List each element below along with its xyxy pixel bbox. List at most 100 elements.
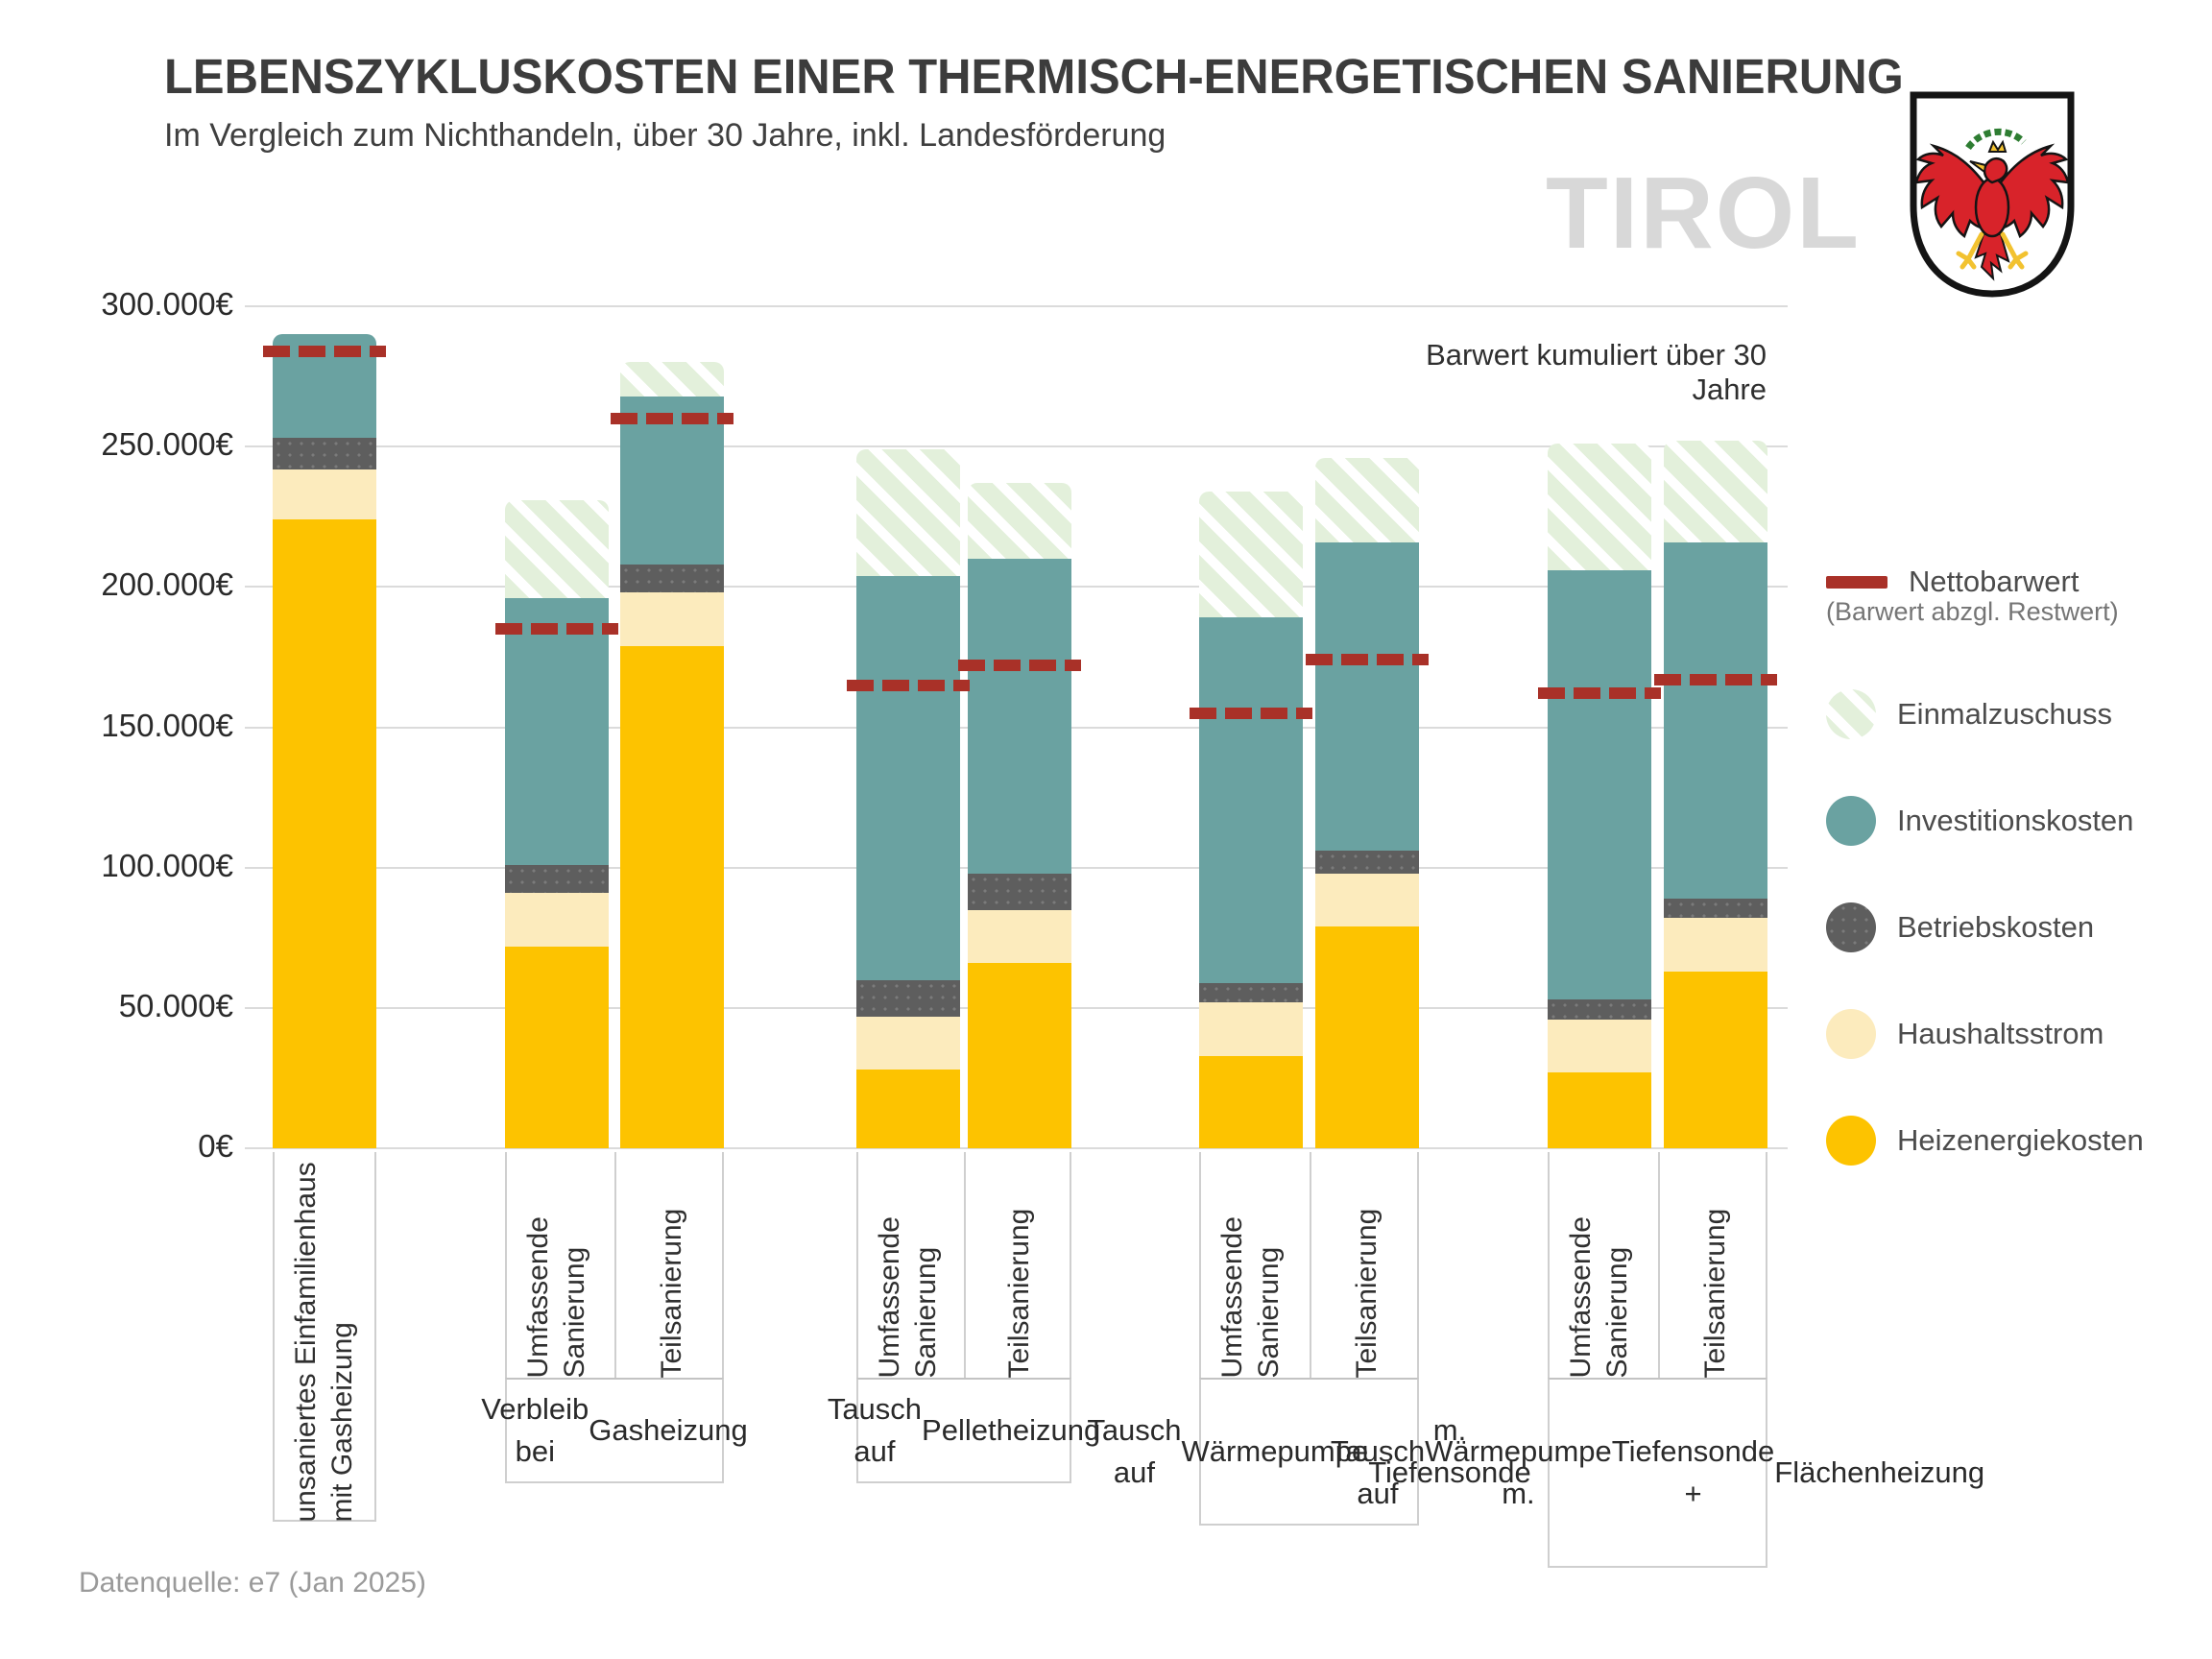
bar-segment-betriebskosten bbox=[505, 864, 609, 893]
legend-label: Nettobarwert bbox=[1909, 565, 2080, 598]
bar-segment-heizenergiekosten bbox=[856, 1070, 960, 1148]
bar-segment-betriebskosten bbox=[1548, 999, 1651, 1020]
bar-segment-heizenergiekosten bbox=[1199, 1055, 1303, 1148]
page-title: LEBENSZYKLUSKOSTEN EINER THERMISCH-ENERG… bbox=[164, 49, 1904, 104]
y-axis-tick-label: 150.000€ bbox=[101, 707, 233, 743]
bar-segment-einmalzuschuss bbox=[968, 483, 1071, 560]
bar-segment-betriebskosten bbox=[1664, 898, 1767, 919]
legend-item-haushaltsstrom: Haushaltsstrom bbox=[1826, 1009, 2104, 1059]
bar-segment-einmalzuschuss bbox=[1315, 457, 1419, 542]
eagle-left-wing bbox=[1914, 143, 1991, 239]
bar-segment-heizenergiekosten bbox=[273, 519, 376, 1148]
x-axis-label-cell bbox=[1199, 1152, 1419, 1378]
gridline bbox=[245, 1147, 1788, 1149]
eagle-crown bbox=[1987, 139, 2008, 153]
x-axis-label-cell bbox=[856, 1152, 1071, 1378]
bar-segment-heizenergiekosten bbox=[505, 946, 609, 1148]
y-axis-tick-label: 300.000€ bbox=[101, 286, 233, 322]
page-subtitle: Im Vergleich zum Nichthandeln, über 30 J… bbox=[164, 117, 1166, 154]
x-axis-cell-divider bbox=[614, 1152, 616, 1378]
nettobarwert-line bbox=[1654, 673, 1777, 685]
y-axis-tick-label: 250.000€ bbox=[101, 426, 233, 463]
x-axis-bar-label-text: Teilsanierung bbox=[656, 1208, 687, 1378]
nettobarwert-dash-swatch bbox=[1826, 575, 1887, 589]
x-axis-bar-label-text: Teilsanierung bbox=[1351, 1208, 1382, 1378]
legend-label: Haushaltsstrom bbox=[1897, 1017, 2104, 1050]
bar-segment-haushaltsstrom bbox=[505, 892, 609, 947]
eagle-left-leg bbox=[1956, 231, 1984, 270]
bar-segment-heizenergiekosten bbox=[1548, 1072, 1651, 1148]
x-axis-bar-label: Umfassende Sanierung bbox=[1548, 1152, 1651, 1378]
legend-swatch-haushaltsstrom bbox=[1826, 1009, 1876, 1059]
bar-segment-heizenergiekosten bbox=[968, 963, 1071, 1148]
bar-segment-haushaltsstrom bbox=[856, 1016, 960, 1070]
nettobarwert-line bbox=[847, 679, 970, 691]
y-axis-tick-label: 50.000€ bbox=[118, 987, 233, 1023]
x-axis-bar-label-text: Teilsanierung bbox=[1003, 1208, 1035, 1378]
bar-segment-heizenergiekosten bbox=[620, 645, 724, 1148]
x-axis-bar-label: Teilsanierung bbox=[968, 1152, 1071, 1378]
bar-segment-investitionskosten bbox=[856, 575, 960, 980]
x-axis-group-label: Verbleib bei Gasheizung bbox=[481, 1378, 748, 1483]
x-axis-bar-label-text: Umfassende Sanierung bbox=[1216, 1215, 1285, 1378]
bar-segment-betriebskosten bbox=[968, 873, 1071, 910]
eagle-tail bbox=[1974, 233, 2010, 281]
nettobarwert-line bbox=[1538, 687, 1661, 700]
nettobarwert-line bbox=[495, 623, 618, 636]
legend-label: Betriebskosten bbox=[1897, 910, 2095, 944]
legend-label: Einmalzuschuss bbox=[1897, 697, 2112, 731]
x-axis-group-label: Tausch auf Wärmepumpe m. Tiefensonde + Fläc… bbox=[1331, 1378, 1984, 1568]
nettobarwert-line bbox=[1306, 654, 1429, 666]
bar-segment-betriebskosten bbox=[273, 438, 376, 469]
x-axis-label-cell bbox=[273, 1152, 376, 1522]
bar-segment-haushaltsstrom bbox=[273, 469, 376, 520]
nettobarwert-line bbox=[263, 345, 386, 357]
legend-label: Heizenergiekosten bbox=[1897, 1123, 2144, 1157]
x-axis-bar-label-text: Teilsanierung bbox=[1699, 1208, 1731, 1378]
bar-segment-einmalzuschuss bbox=[1664, 441, 1767, 542]
legend-label: Investitionskosten bbox=[1897, 804, 2134, 837]
x-axis-bar-label-text: unsaniertes Einfamilienhaus mit Gasheizu… bbox=[290, 1161, 358, 1522]
bar-segment-einmalzuschuss bbox=[856, 449, 960, 576]
nettobarwert-line bbox=[1190, 707, 1312, 719]
bar-segment-betriebskosten bbox=[1199, 982, 1303, 1002]
bar-segment-investitionskosten bbox=[505, 598, 609, 865]
bar-segment-investitionskosten bbox=[1548, 569, 1651, 1000]
x-axis-bar-label-text: Umfassende Sanierung bbox=[522, 1215, 590, 1378]
bar-segment-haushaltsstrom bbox=[1199, 1001, 1303, 1056]
legend-swatch-investitionskosten bbox=[1826, 796, 1876, 846]
laurel-wreath bbox=[1965, 128, 2027, 151]
bar-segment-betriebskosten bbox=[856, 979, 960, 1017]
eagle-right-wing bbox=[1993, 143, 2070, 239]
x-axis-cell-divider bbox=[1309, 1152, 1311, 1378]
legend-swatch-betriebskosten bbox=[1826, 902, 1876, 952]
x-axis-bar-label: Teilsanierung bbox=[620, 1152, 724, 1378]
bar-segment-betriebskosten bbox=[1315, 851, 1419, 874]
x-axis-bar-label: Teilsanierung bbox=[1315, 1152, 1419, 1378]
x-axis-bar-label: Umfassende Sanierung bbox=[1199, 1152, 1303, 1378]
legend-item-einmalzuschuss: Einmalzuschuss bbox=[1826, 689, 2112, 739]
tirol-coat-of-arms bbox=[1909, 90, 2076, 306]
nettobarwert-line bbox=[611, 412, 733, 424]
eagle-body bbox=[1974, 177, 2010, 238]
bar-segment-haushaltsstrom bbox=[1315, 873, 1419, 927]
x-axis-cell-divider bbox=[964, 1152, 966, 1378]
x-axis-label-cell bbox=[1548, 1152, 1767, 1378]
bar-segment-investitionskosten bbox=[1664, 541, 1767, 899]
x-axis-bar-label-text: Umfassende Sanierung bbox=[1565, 1215, 1633, 1378]
bar-segment-haushaltsstrom bbox=[620, 592, 724, 646]
x-axis-bar-label: Umfassende Sanierung bbox=[505, 1152, 609, 1378]
gridline bbox=[245, 445, 1788, 448]
bar-segment-einmalzuschuss bbox=[505, 499, 609, 599]
legend-swatch-heizenergiekosten bbox=[1826, 1116, 1876, 1166]
bar-segment-haushaltsstrom bbox=[1548, 1019, 1651, 1073]
y-axis-tick-label: 100.000€ bbox=[101, 847, 233, 883]
y-axis-tick-label: 0€ bbox=[198, 1128, 233, 1164]
gridline bbox=[245, 305, 1788, 307]
bar-segment-investitionskosten bbox=[968, 559, 1071, 874]
bar-segment-einmalzuschuss bbox=[1199, 491, 1303, 618]
x-axis-cell-divider bbox=[1657, 1152, 1660, 1378]
bar-segment-investitionskosten bbox=[1315, 541, 1419, 852]
eagle-right-leg bbox=[2000, 231, 2029, 270]
